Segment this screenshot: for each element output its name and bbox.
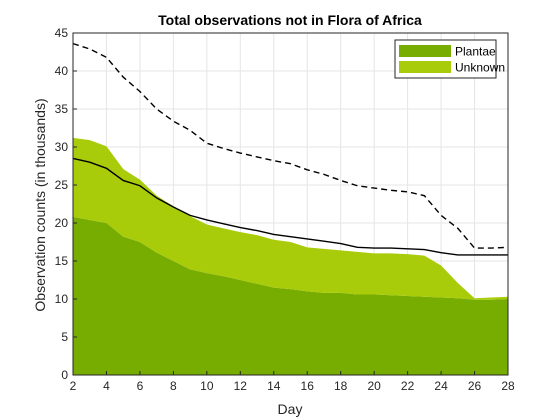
- y-tick-label: 35: [55, 102, 69, 116]
- y-tick-label: 30: [55, 140, 69, 154]
- x-tick-label: 10: [200, 379, 214, 393]
- y-tick-label: 0: [61, 368, 68, 382]
- y-tick-label: 5: [61, 330, 68, 344]
- legend-label-unknown: Unknown: [455, 61, 505, 75]
- y-tick-label: 45: [55, 26, 69, 40]
- x-tick-label: 14: [267, 379, 281, 393]
- y-tick-label: 15: [55, 254, 69, 268]
- x-tick-label: 18: [334, 379, 348, 393]
- area-plantae: [73, 216, 508, 375]
- solid-line: [72, 157, 508, 256]
- legend-swatch-unknown: [399, 61, 451, 73]
- y-tick-label: 25: [55, 178, 69, 192]
- y-axis-label: Observation counts (in thousands): [32, 98, 48, 311]
- chart-title: Total observations not in Flora of Afric…: [158, 12, 422, 28]
- x-tick-label: 6: [137, 379, 144, 393]
- plot-frame: [72, 32, 509, 376]
- area-unknown: [73, 137, 508, 300]
- y-tick-label: 10: [55, 292, 69, 306]
- y-tick-label: 40: [55, 64, 69, 78]
- dashed-line: [72, 42, 509, 249]
- y-axis: 0 5 10 15 20 25 30 35 40 45: [55, 26, 77, 382]
- x-axis: 2 4 6 8 10 12 14 16 18 20 22 24 26 28: [70, 371, 515, 393]
- x-tick-label: 20: [367, 379, 381, 393]
- line-series: [72, 42, 509, 256]
- y-tick-label: 20: [55, 216, 69, 230]
- x-tick-label: 12: [234, 379, 248, 393]
- x-tick-label: 16: [301, 379, 315, 393]
- legend: Plantae Unknown: [394, 39, 505, 79]
- x-tick-label: 22: [401, 379, 415, 393]
- x-axis-label: Day: [278, 401, 303, 417]
- area-series: [73, 137, 508, 375]
- x-tick-label: 26: [468, 379, 482, 393]
- x-tick-label: 24: [434, 379, 448, 393]
- legend-label-plantae: Plantae: [455, 45, 496, 59]
- legend-swatch-plantae: [399, 45, 451, 57]
- x-tick-label: 2: [70, 379, 77, 393]
- x-tick-label: 8: [170, 379, 177, 393]
- x-tick-label: 28: [501, 379, 515, 393]
- x-tick-label: 4: [103, 379, 110, 393]
